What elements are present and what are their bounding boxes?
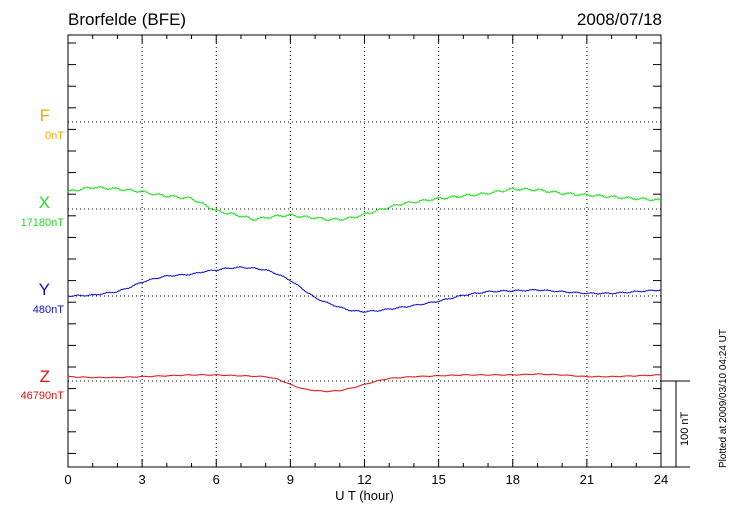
x-tick-label: 12 (357, 472, 371, 487)
x-tick-label: 24 (654, 472, 668, 487)
series-line-z (67, 373, 662, 393)
series-line-x (67, 185, 662, 222)
station-title: Brorfelde (BFE) (68, 10, 187, 29)
x-tick-label: 15 (431, 472, 445, 487)
series-label-z: Z (39, 367, 50, 386)
series-label-x: X (38, 193, 50, 212)
x-tick-label: 0 (64, 472, 71, 487)
x-tick-label: 6 (213, 472, 220, 487)
plotted-at-note: Plotted at 2009/03/10 04:24 UT (718, 329, 729, 468)
series-label-f: F (39, 106, 50, 125)
baseline-label-f: 0nT (45, 130, 64, 142)
x-axis-label: U T (hour) (335, 488, 394, 503)
x-tick-label: 21 (580, 472, 594, 487)
x-tick-label: 9 (287, 472, 294, 487)
date-title: 2008/07/18 (576, 10, 662, 29)
baseline-label-z: 46790nT (20, 390, 64, 402)
baseline-label-y: 480nT (32, 304, 64, 316)
x-tick-label: 3 (139, 472, 146, 487)
x-tick-label: 18 (506, 472, 520, 487)
baseline-label-x: 17180nT (20, 217, 64, 229)
scale-bar-label: 100 nT (679, 411, 691, 446)
series-label-y: Y (38, 280, 50, 299)
series-line-y (67, 265, 662, 313)
